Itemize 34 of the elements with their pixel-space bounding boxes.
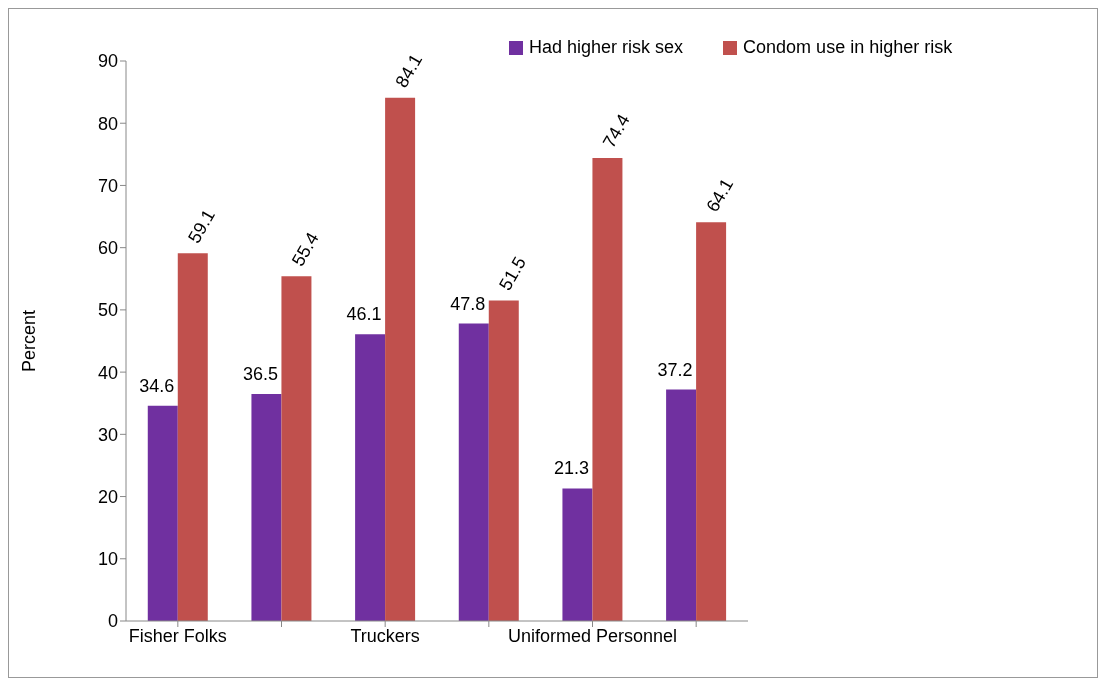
y-tick-label: 60 (97, 238, 118, 259)
data-label: 37.2 (657, 359, 693, 380)
x-tick-label: Uniformed Personnel (507, 625, 678, 646)
y-tick-label: 20 (97, 486, 118, 507)
y-tick-label: 70 (97, 175, 118, 196)
bar (458, 323, 489, 621)
bar (666, 389, 697, 621)
y-tick-label: 40 (97, 362, 118, 383)
bar (251, 393, 282, 621)
y-tick-label: 80 (97, 113, 118, 134)
y-tick-label: 10 (97, 549, 118, 570)
data-label: 36.5 (242, 363, 278, 384)
legend-label: Had higher risk sex (528, 37, 684, 58)
data-label: 46.1 (346, 304, 382, 325)
x-tick-label: Fisher Folks (128, 625, 227, 646)
data-label: 21.3 (553, 458, 589, 479)
y-tick-label: 50 (97, 300, 118, 321)
legend-label: Condom use in higher risk (742, 37, 953, 58)
y-tick-label: 0 (107, 611, 118, 632)
bar (562, 488, 593, 621)
bar (355, 334, 386, 621)
y-axis-title: Percent (19, 309, 40, 373)
bar (281, 276, 312, 621)
data-label: 47.8 (450, 293, 486, 314)
y-tick-label: 90 (97, 51, 118, 72)
bar (385, 97, 416, 621)
data-label: 34.6 (139, 375, 175, 396)
y-tick-label: 30 (97, 424, 118, 445)
bar (177, 253, 208, 621)
x-tick-label: Truckers (350, 625, 420, 646)
bar (147, 405, 178, 621)
bar (696, 222, 727, 621)
bar (488, 300, 519, 621)
bar (592, 158, 623, 621)
